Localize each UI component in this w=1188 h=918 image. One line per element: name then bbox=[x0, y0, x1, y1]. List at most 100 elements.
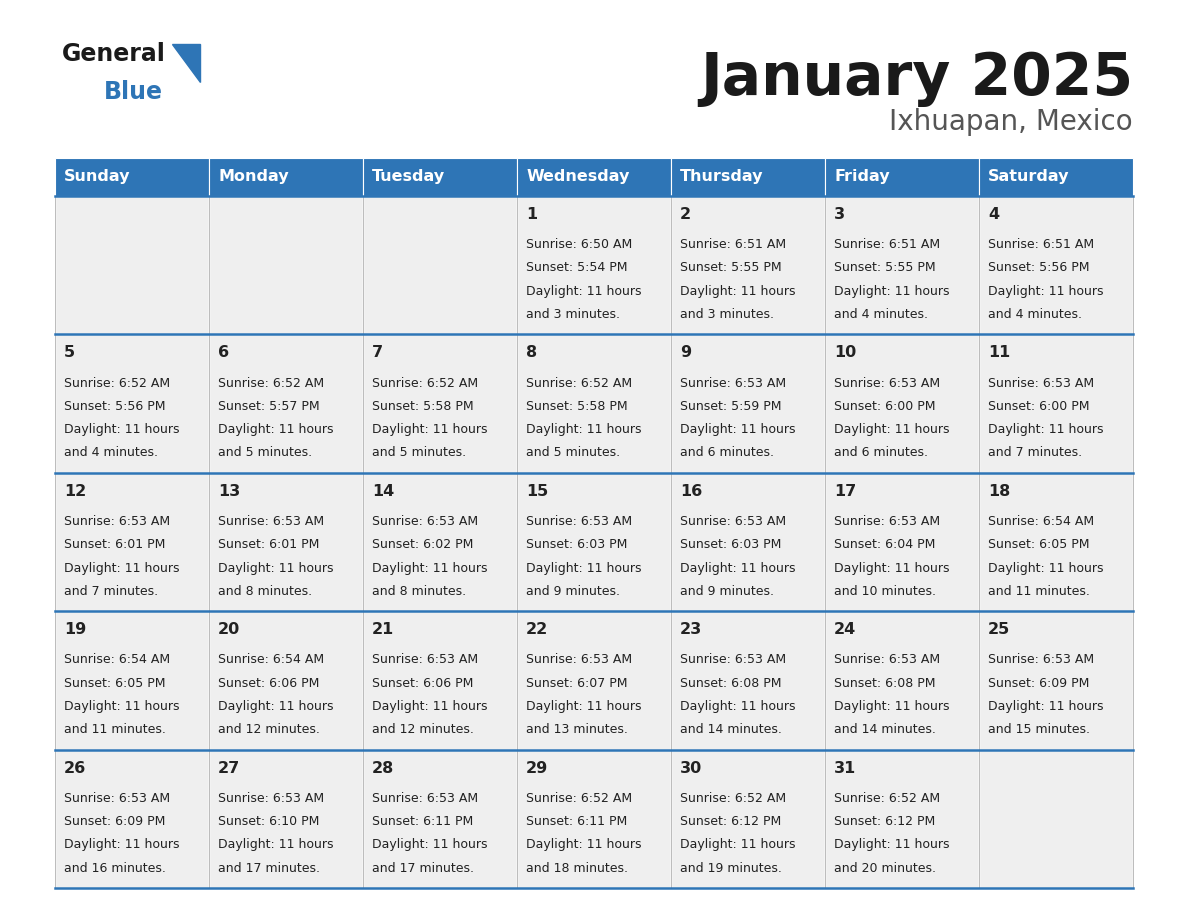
Text: 7: 7 bbox=[372, 345, 384, 361]
Text: 27: 27 bbox=[219, 761, 240, 776]
Text: Daylight: 11 hours: Daylight: 11 hours bbox=[681, 285, 796, 297]
Text: Sunset: 6:10 PM: Sunset: 6:10 PM bbox=[219, 815, 320, 828]
Text: 16: 16 bbox=[681, 484, 702, 498]
Bar bbox=[209, 750, 364, 888]
Text: Daylight: 11 hours: Daylight: 11 hours bbox=[372, 838, 488, 851]
Text: Sunset: 6:03 PM: Sunset: 6:03 PM bbox=[526, 538, 627, 552]
Text: Daylight: 11 hours: Daylight: 11 hours bbox=[526, 700, 642, 713]
Bar bbox=[209, 196, 364, 334]
Text: 21: 21 bbox=[372, 622, 394, 637]
Text: Sunrise: 6:53 AM: Sunrise: 6:53 AM bbox=[372, 515, 479, 528]
Text: Sunrise: 6:53 AM: Sunrise: 6:53 AM bbox=[681, 515, 786, 528]
Text: Daylight: 11 hours: Daylight: 11 hours bbox=[834, 562, 949, 575]
Bar bbox=[671, 750, 824, 888]
Text: Sunrise: 6:53 AM: Sunrise: 6:53 AM bbox=[834, 654, 941, 666]
Text: 14: 14 bbox=[372, 484, 394, 498]
Text: 11: 11 bbox=[988, 345, 1011, 361]
Bar bbox=[55, 611, 209, 750]
Bar bbox=[364, 334, 517, 473]
Text: Sunset: 6:00 PM: Sunset: 6:00 PM bbox=[988, 400, 1089, 413]
Text: and 3 minutes.: and 3 minutes. bbox=[681, 308, 775, 321]
Text: and 14 minutes.: and 14 minutes. bbox=[681, 723, 782, 736]
Text: 26: 26 bbox=[64, 761, 87, 776]
Bar bbox=[517, 473, 671, 611]
Bar bbox=[55, 750, 209, 888]
Text: Sunset: 5:56 PM: Sunset: 5:56 PM bbox=[988, 262, 1089, 274]
Bar bbox=[517, 611, 671, 750]
Polygon shape bbox=[172, 44, 200, 82]
Text: January 2025: January 2025 bbox=[700, 50, 1133, 107]
Text: Sunrise: 6:51 AM: Sunrise: 6:51 AM bbox=[834, 238, 941, 252]
Text: and 6 minutes.: and 6 minutes. bbox=[681, 446, 775, 459]
Text: Daylight: 11 hours: Daylight: 11 hours bbox=[834, 700, 949, 713]
Text: Sunset: 6:08 PM: Sunset: 6:08 PM bbox=[681, 677, 782, 689]
Bar bbox=[824, 750, 979, 888]
Text: Sunrise: 6:53 AM: Sunrise: 6:53 AM bbox=[64, 515, 170, 528]
Text: Sunset: 6:08 PM: Sunset: 6:08 PM bbox=[834, 677, 936, 689]
Text: 22: 22 bbox=[526, 622, 549, 637]
Text: 24: 24 bbox=[834, 622, 857, 637]
Text: Sunrise: 6:52 AM: Sunrise: 6:52 AM bbox=[526, 376, 632, 389]
Text: and 12 minutes.: and 12 minutes. bbox=[219, 723, 320, 736]
Text: Daylight: 11 hours: Daylight: 11 hours bbox=[219, 838, 334, 851]
Bar bbox=[824, 611, 979, 750]
Bar bbox=[671, 158, 824, 196]
Text: 29: 29 bbox=[526, 761, 549, 776]
Text: 23: 23 bbox=[681, 622, 702, 637]
Bar bbox=[824, 334, 979, 473]
Text: 1: 1 bbox=[526, 207, 537, 222]
Bar bbox=[517, 750, 671, 888]
Bar bbox=[209, 611, 364, 750]
Text: Daylight: 11 hours: Daylight: 11 hours bbox=[834, 838, 949, 851]
Text: and 16 minutes.: and 16 minutes. bbox=[64, 862, 166, 875]
Text: and 8 minutes.: and 8 minutes. bbox=[219, 585, 312, 598]
Text: Daylight: 11 hours: Daylight: 11 hours bbox=[64, 562, 179, 575]
Text: Sunset: 6:09 PM: Sunset: 6:09 PM bbox=[988, 677, 1089, 689]
Text: 3: 3 bbox=[834, 207, 846, 222]
Text: and 5 minutes.: and 5 minutes. bbox=[372, 446, 467, 459]
Text: 20: 20 bbox=[219, 622, 240, 637]
Text: Sunrise: 6:52 AM: Sunrise: 6:52 AM bbox=[834, 792, 941, 805]
Text: Daylight: 11 hours: Daylight: 11 hours bbox=[372, 700, 488, 713]
Text: Sunrise: 6:51 AM: Sunrise: 6:51 AM bbox=[681, 238, 786, 252]
Text: and 11 minutes.: and 11 minutes. bbox=[64, 723, 166, 736]
Bar bbox=[979, 611, 1133, 750]
Text: Sunrise: 6:52 AM: Sunrise: 6:52 AM bbox=[219, 376, 324, 389]
Text: Sunrise: 6:53 AM: Sunrise: 6:53 AM bbox=[834, 376, 941, 389]
Text: 17: 17 bbox=[834, 484, 857, 498]
Bar bbox=[364, 611, 517, 750]
Text: Daylight: 11 hours: Daylight: 11 hours bbox=[681, 423, 796, 436]
Text: 15: 15 bbox=[526, 484, 549, 498]
Bar bbox=[209, 158, 364, 196]
Text: Daylight: 11 hours: Daylight: 11 hours bbox=[526, 423, 642, 436]
Text: Sunrise: 6:51 AM: Sunrise: 6:51 AM bbox=[988, 238, 1094, 252]
Bar bbox=[55, 196, 209, 334]
Text: Sunset: 5:59 PM: Sunset: 5:59 PM bbox=[681, 400, 782, 413]
Text: Sunrise: 6:52 AM: Sunrise: 6:52 AM bbox=[526, 792, 632, 805]
Text: Sunset: 6:02 PM: Sunset: 6:02 PM bbox=[372, 538, 474, 552]
Bar bbox=[209, 473, 364, 611]
Text: Blue: Blue bbox=[105, 80, 163, 104]
Text: Sunset: 6:05 PM: Sunset: 6:05 PM bbox=[988, 538, 1089, 552]
Text: Sunset: 6:06 PM: Sunset: 6:06 PM bbox=[219, 677, 320, 689]
Text: Ixhuapan, Mexico: Ixhuapan, Mexico bbox=[890, 108, 1133, 136]
Text: Daylight: 11 hours: Daylight: 11 hours bbox=[219, 700, 334, 713]
Text: and 5 minutes.: and 5 minutes. bbox=[526, 446, 620, 459]
Text: and 14 minutes.: and 14 minutes. bbox=[834, 723, 936, 736]
Text: Daylight: 11 hours: Daylight: 11 hours bbox=[988, 285, 1104, 297]
Text: Daylight: 11 hours: Daylight: 11 hours bbox=[219, 562, 334, 575]
Text: 30: 30 bbox=[681, 761, 702, 776]
Text: and 7 minutes.: and 7 minutes. bbox=[988, 446, 1082, 459]
Text: 28: 28 bbox=[372, 761, 394, 776]
Text: Sunset: 5:56 PM: Sunset: 5:56 PM bbox=[64, 400, 166, 413]
Bar bbox=[979, 158, 1133, 196]
Text: Sunrise: 6:53 AM: Sunrise: 6:53 AM bbox=[834, 515, 941, 528]
Text: and 9 minutes.: and 9 minutes. bbox=[526, 585, 620, 598]
Text: Daylight: 11 hours: Daylight: 11 hours bbox=[64, 700, 179, 713]
Text: Daylight: 11 hours: Daylight: 11 hours bbox=[988, 700, 1104, 713]
Text: Sunset: 6:12 PM: Sunset: 6:12 PM bbox=[681, 815, 782, 828]
Text: 31: 31 bbox=[834, 761, 857, 776]
Text: Sunrise: 6:53 AM: Sunrise: 6:53 AM bbox=[681, 376, 786, 389]
Text: General: General bbox=[62, 42, 166, 66]
Text: 9: 9 bbox=[681, 345, 691, 361]
